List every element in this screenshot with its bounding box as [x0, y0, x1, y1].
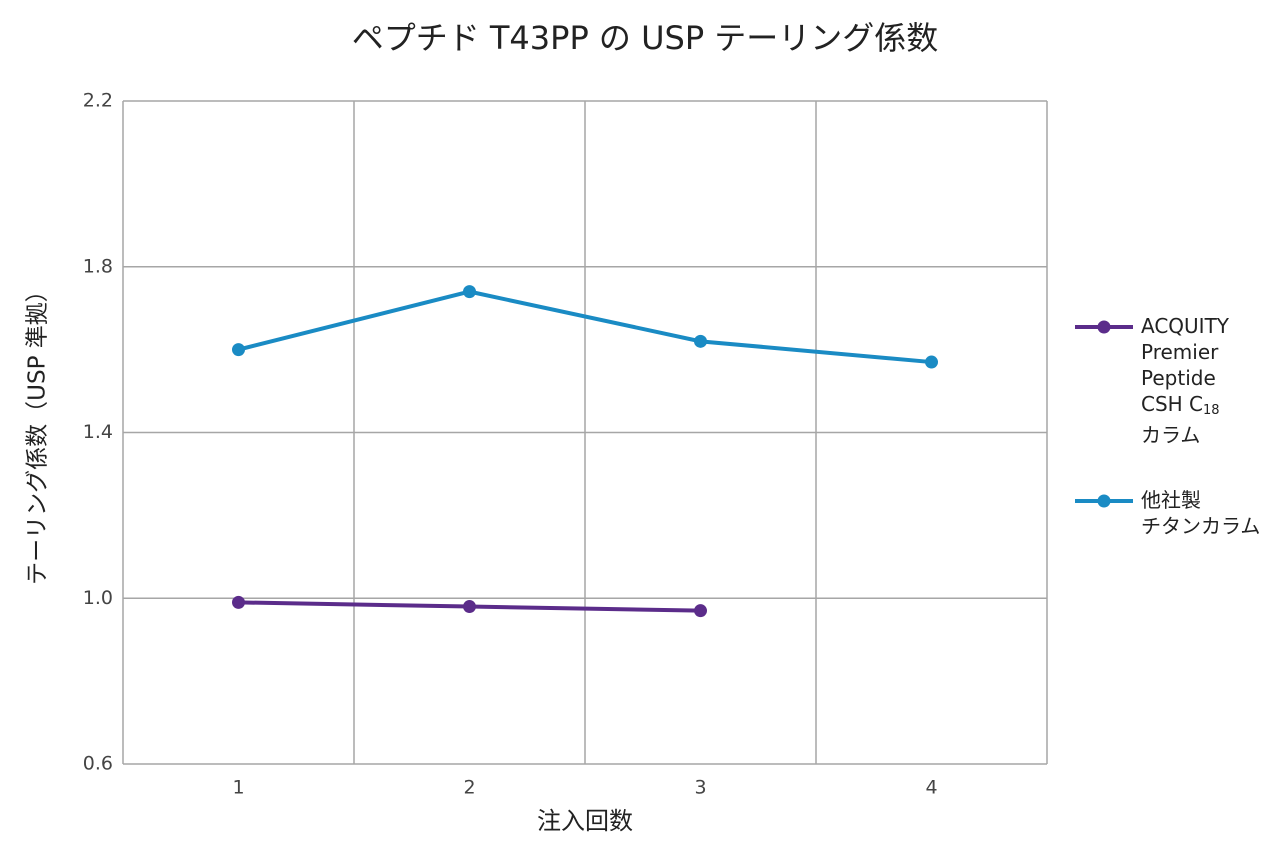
y-axis-label: テーリング係数（USP 準拠）	[25, 279, 51, 585]
data-point	[232, 595, 245, 609]
legend-line-text: CSH C	[1141, 392, 1203, 416]
legend-line-text: Premier	[1141, 340, 1219, 364]
data-point	[925, 355, 938, 369]
legend-marker	[1097, 320, 1111, 334]
legend-line-text: チタンカラム	[1141, 514, 1260, 538]
x-tick-label: 4	[925, 777, 937, 799]
x-tick-label: 1	[232, 777, 244, 799]
legend-marker	[1097, 494, 1111, 508]
chart-title: ペプチド T43PP の USP テーリング係数	[352, 19, 939, 57]
y-tick-label: 0.6	[83, 753, 113, 775]
series-line	[238, 289, 932, 365]
y-tick-label: 2.2	[83, 90, 113, 112]
data-point	[232, 343, 245, 357]
data-point	[694, 334, 707, 348]
x-tick-label: 3	[694, 777, 706, 799]
legend-line-text: ACQUITY	[1141, 314, 1230, 338]
data-point	[463, 600, 476, 614]
legend-line-text: Peptide	[1141, 366, 1216, 390]
y-tick-label: 1.0	[83, 587, 113, 609]
data-point	[463, 285, 476, 299]
x-axis-label: 注入回数	[537, 807, 633, 835]
subscript: 18	[1203, 403, 1220, 418]
legend-label: 他社製チタンカラム	[1141, 488, 1260, 538]
legend-line-text: 他社製	[1141, 488, 1201, 512]
legend-line-text: カラム	[1141, 423, 1200, 447]
legend-label: ACQUITY Premier Peptide CSH C18 カラム	[1141, 314, 1230, 447]
y-tick-label: 1.4	[83, 421, 113, 443]
data-point	[694, 604, 707, 618]
y-tick-label: 1.8	[83, 255, 113, 277]
x-tick-label: 2	[463, 777, 475, 799]
